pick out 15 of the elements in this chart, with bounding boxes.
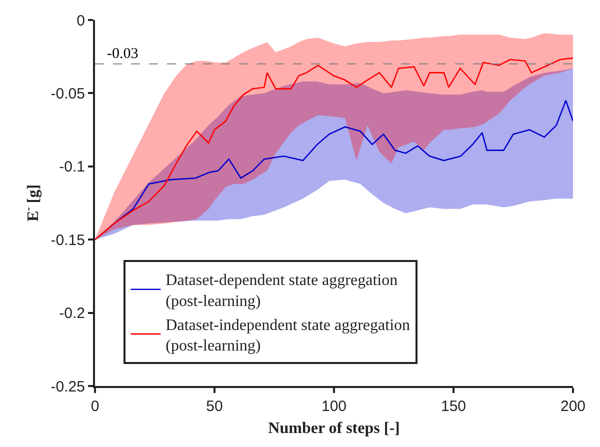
y-tick-label: -0.2 [59,305,85,322]
y-tick-label: 0 [76,12,85,30]
x-tick-label: 100 [321,398,347,415]
ref-line-label: -0.03 [107,46,138,62]
x-axis-title: Number of steps [-] [268,420,400,438]
legend-label: Dataset-dependent state aggregation (post-learning) [166,272,398,310]
y-tick-label: -0.25 [50,378,85,396]
y-tick-label: -0.05 [50,85,85,102]
x-tick-label: 150 [440,398,466,415]
x-tick-label: 0 [90,398,100,415]
legend-label: Dataset-independent state aggregation (post-learning) [166,316,410,355]
x-tick-label: 200 [560,398,586,415]
y-tick-label: -0.15 [50,232,85,249]
x-tick-label: 50 [206,398,223,415]
y-tick-label: -0.1 [59,158,85,176]
